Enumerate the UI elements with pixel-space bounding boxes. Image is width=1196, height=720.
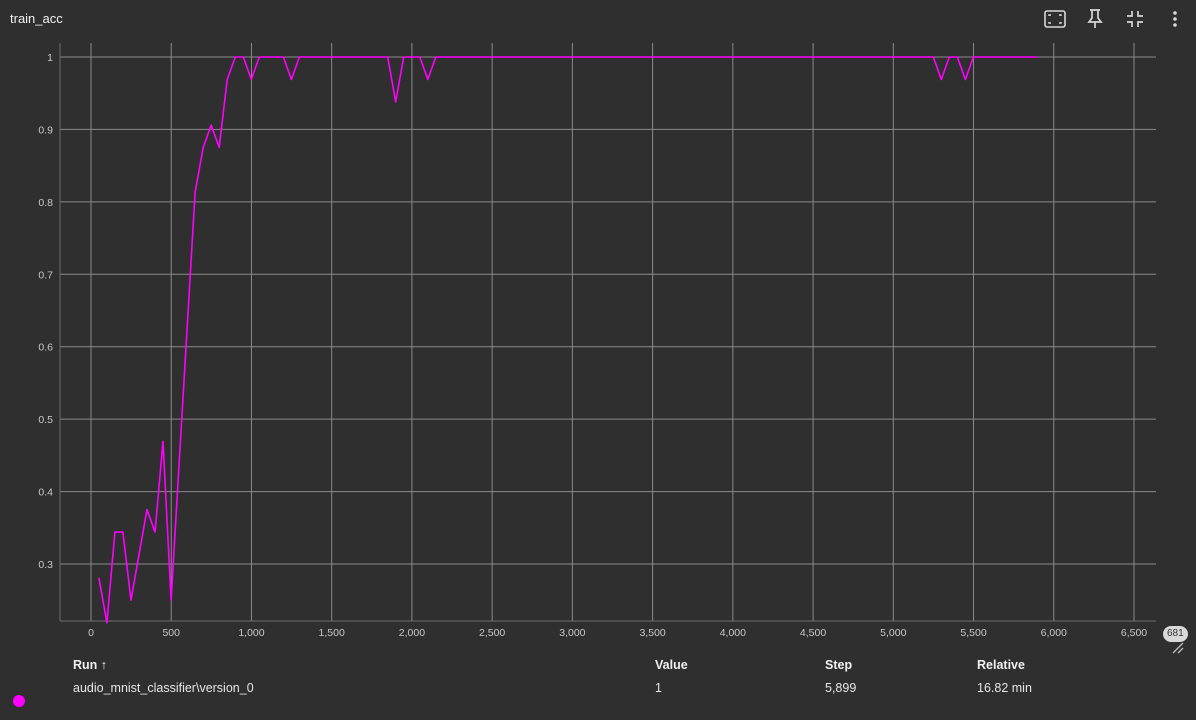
fit-domain-icon [1044,10,1066,28]
run-value: 1 [655,681,662,695]
x-tick-label: 5,500 [960,627,986,639]
x-tick-label: 2,500 [479,627,505,639]
panel-title: train_acc [10,11,63,26]
panel-toolbar [1042,7,1188,31]
x-tick-label: 2,000 [399,627,425,639]
x-tick-label: 6,000 [1041,627,1067,639]
column-header-relative[interactable]: Relative [977,658,1025,672]
column-header-step[interactable]: Step [825,658,853,672]
x-tick-label: 0 [88,627,94,639]
x-tick-label: 500 [162,627,180,639]
y-tick-label: 0.3 [38,559,53,571]
x-tick-label: 1,500 [319,627,345,639]
fit-domain-button[interactable] [1042,7,1068,31]
pin-icon [1087,9,1103,28]
x-tick-label: 6,500 [1121,627,1147,639]
more-options-button[interactable] [1162,7,1188,31]
run-name: audio_mnist_classifier\version_0 [73,681,254,695]
run-step: 5,899 [825,681,857,695]
x-tick-label: 1,000 [238,627,264,639]
resize-handle-icon[interactable] [1170,640,1184,654]
run-relative: 16.82 min [977,681,1032,695]
y-tick-label: 0.5 [38,414,53,426]
column-header-run[interactable]: Run ↑ [73,658,108,672]
y-axis-ticks: 0.3 0.4 0.5 0.6 0.7 0.8 0.9 1 [38,52,53,571]
y-tick-label: 0.6 [38,342,53,354]
line-chart[interactable]: 0.3 0.4 0.5 0.6 0.7 0.8 0.9 1 0 500 1,000 1,500 2,0… [0,0,1196,650]
x-tick-label: 3,000 [559,627,585,639]
step-badge: 681 [1163,626,1188,642]
series-line[interactable] [98,56,1038,624]
chart-grid [59,43,1156,622]
y-tick-label: 0.8 [38,197,53,209]
x-tick-label: 5,000 [880,627,906,639]
x-tick-label: 4,000 [720,627,746,639]
series-layer [98,56,1038,624]
pin-button[interactable] [1082,7,1108,31]
more-vert-icon [1173,11,1177,27]
y-tick-label: 1 [47,52,53,64]
x-axis-ticks: 0 500 1,000 1,500 2,000 2,500 3,000 3,500 4,000 4… [88,627,1147,639]
x-tick-label: 4,500 [800,627,826,639]
x-tick-label: 3,500 [639,627,665,639]
collapse-icon [1127,11,1143,27]
run-color-dot[interactable] [13,695,25,707]
y-tick-label: 0.9 [38,124,53,136]
y-tick-label: 0.7 [38,269,53,281]
y-tick-label: 0.4 [38,487,53,499]
collapse-button[interactable] [1122,7,1148,31]
column-header-value[interactable]: Value [655,658,688,672]
